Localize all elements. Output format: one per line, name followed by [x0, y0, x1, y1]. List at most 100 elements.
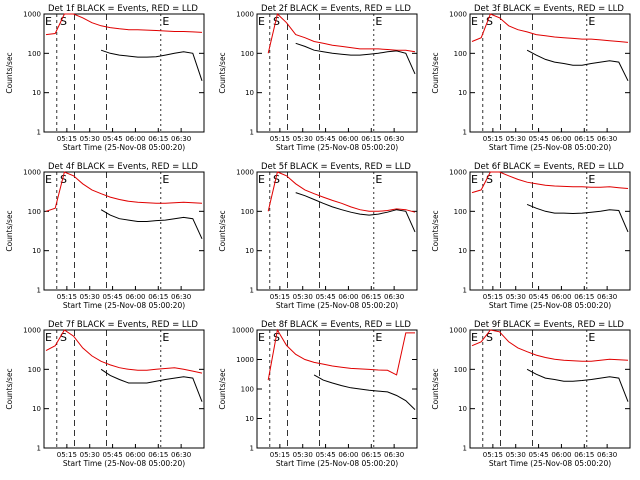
x-tick-label: 06:15 [361, 451, 381, 459]
x-tick-label: 05:15 [270, 293, 290, 301]
y-tick-label: 10 [458, 247, 467, 255]
x-tick-label: 06:30 [171, 293, 191, 301]
marker-label: E [162, 15, 169, 28]
x-tick-label: 06:00 [125, 293, 145, 301]
y-tick-label: 100 [28, 50, 41, 58]
y-tick-label: 10 [458, 405, 467, 413]
x-axis-label: Start Time (25-Nov-08 05:00:20) [63, 301, 185, 310]
marker-label: S [60, 173, 67, 186]
plot-frame [469, 329, 631, 449]
y-tick-label: 10 [32, 247, 41, 255]
x-tick-label: 06:00 [551, 135, 571, 143]
x-tick-label: 06:30 [384, 451, 404, 459]
x-axis-label: Start Time (25-Nov-08 05:00:20) [63, 459, 185, 468]
marker-label: S [486, 15, 493, 28]
x-tick-label: 05:30 [293, 135, 313, 143]
x-tick-label: 06:00 [125, 135, 145, 143]
y-tick-label: 10 [32, 89, 41, 97]
x-tick-label: 06:15 [361, 293, 381, 301]
y-tick-label: 1 [463, 129, 467, 137]
marker-label: E [258, 15, 265, 28]
y-tick-label: 1 [37, 129, 41, 137]
x-tick-label: 06:30 [597, 293, 617, 301]
x-tick-label: 06:15 [574, 135, 594, 143]
x-tick-label: 06:15 [574, 451, 594, 459]
y-tick-label: 1000 [23, 169, 41, 177]
chart-title: Det 9f BLACK = Events, RED = LLD [474, 320, 624, 330]
y-tick-label: 100 [454, 50, 467, 58]
x-tick-label: 05:30 [293, 293, 313, 301]
y-tick-label: 10 [458, 89, 467, 97]
x-tick-label: 05:45 [102, 451, 122, 459]
x-tick-label: 05:45 [528, 293, 548, 301]
x-tick-label: 06:00 [551, 451, 571, 459]
chart-title: Det 1f BLACK = Events, RED = LLD [48, 4, 198, 14]
x-tick-label: 06:15 [361, 135, 381, 143]
marker-label: E [45, 173, 52, 186]
x-tick-label: 06:30 [597, 135, 617, 143]
marker-label: E [375, 331, 382, 344]
x-tick-label: 05:45 [528, 451, 548, 459]
y-tick-label: 1000 [449, 327, 467, 335]
chart-title: Det 4f BLACK = Events, RED = LLD [48, 162, 198, 172]
plot-frame [256, 329, 418, 449]
marker-label: E [375, 15, 382, 28]
x-tick-label: 05:30 [506, 451, 526, 459]
marker-label: S [486, 173, 493, 186]
y-tick-label: 100 [241, 208, 254, 216]
y-axis-label: Counts/sec [431, 52, 440, 93]
y-tick-label: 10 [245, 415, 254, 423]
y-axis-label: Counts/sec [431, 368, 440, 409]
x-tick-label: 05:45 [315, 451, 335, 459]
marker-label: S [60, 15, 67, 28]
y-tick-label: 1000 [449, 169, 467, 177]
marker-label: E [258, 331, 265, 344]
series-line-lld [471, 171, 629, 194]
y-tick-label: 10 [245, 247, 254, 255]
x-tick-label: 05:15 [483, 135, 503, 143]
series-line-events [526, 203, 629, 233]
y-axis-label: Counts/sec [5, 210, 14, 251]
y-tick-label: 1 [250, 287, 254, 295]
series-line-events [295, 192, 416, 233]
series-line-events [295, 42, 416, 75]
y-tick-label: 1000 [23, 11, 41, 19]
y-tick-label: 100 [28, 366, 41, 374]
y-tick-label: 1 [37, 287, 41, 295]
marker-label: E [471, 331, 478, 344]
series-line-lld [267, 328, 415, 381]
x-tick-label: 05:15 [483, 451, 503, 459]
y-tick-label: 1 [463, 287, 467, 295]
x-tick-label: 06:00 [551, 293, 571, 301]
marker-label: S [273, 15, 280, 28]
x-axis-label: Start Time (25-Nov-08 05:00:20) [276, 459, 398, 468]
x-tick-label: 05:45 [102, 293, 122, 301]
y-axis-label: Counts/sec [5, 368, 14, 409]
marker-label: E [471, 15, 478, 28]
marker-label: E [162, 173, 169, 186]
marker-label: E [258, 173, 265, 186]
x-tick-label: 06:00 [338, 293, 358, 301]
x-tick-label: 06:00 [125, 451, 145, 459]
y-tick-label: 100 [454, 208, 467, 216]
x-tick-label: 06:30 [384, 293, 404, 301]
x-tick-label: 06:15 [148, 293, 168, 301]
x-tick-label: 05:45 [102, 135, 122, 143]
series-line-events [100, 209, 203, 240]
x-tick-label: 05:15 [57, 451, 77, 459]
x-tick-label: 06:15 [148, 451, 168, 459]
series-line-events [100, 368, 203, 402]
x-tick-label: 06:30 [171, 135, 191, 143]
y-tick-label: 10000 [232, 327, 254, 335]
x-tick-label: 05:15 [270, 451, 290, 459]
series-line-lld [45, 329, 203, 374]
y-axis-label: Counts/sec [218, 210, 227, 251]
series-line-lld [45, 171, 203, 212]
x-tick-label: 05:30 [80, 451, 100, 459]
plot-frame [43, 329, 205, 449]
series-line-events [526, 49, 629, 82]
